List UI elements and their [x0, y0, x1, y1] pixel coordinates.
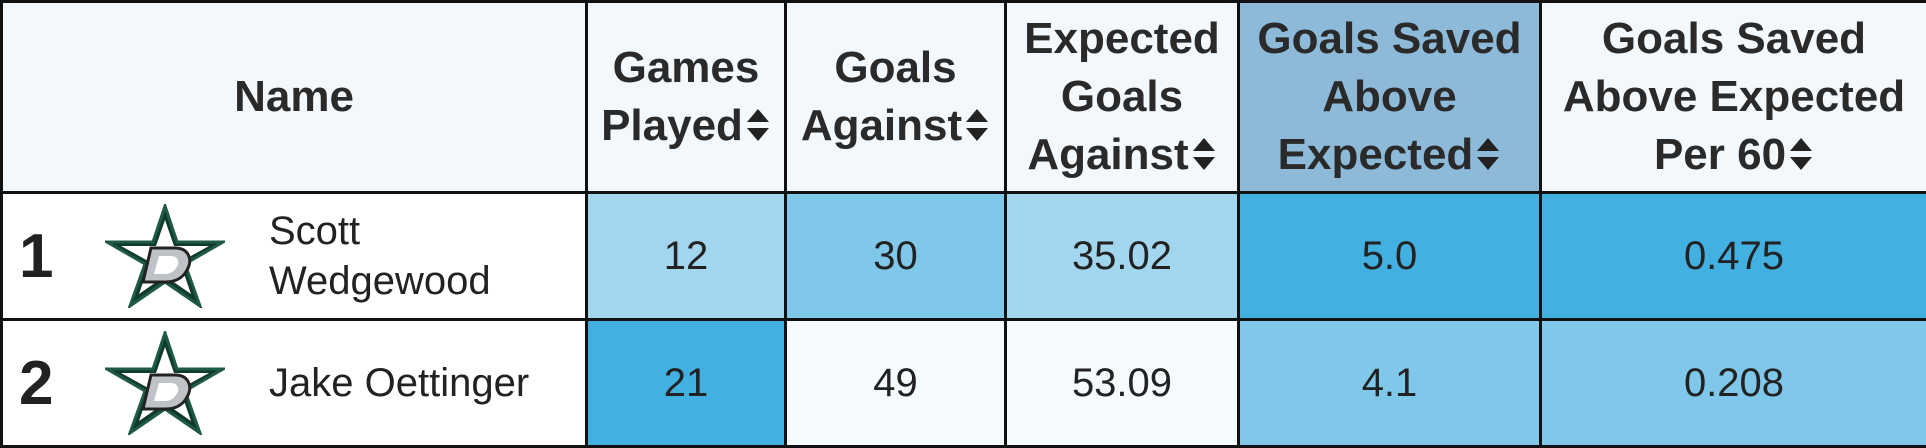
goals-against-cell: 30: [786, 193, 1006, 320]
expected-goals-against-cell: 53.09: [1006, 320, 1239, 447]
sort-icon[interactable]: [1788, 135, 1814, 173]
rank-number: 2: [3, 348, 83, 419]
games-played-cell: 12: [587, 193, 786, 320]
header-name[interactable]: Name: [2, 2, 587, 193]
header-goals-saved-above-expected[interactable]: Goals Saved Above Expected: [1239, 2, 1541, 193]
gsax-cell: 5.0: [1239, 193, 1541, 320]
header-games-played[interactable]: Games Played: [587, 2, 786, 193]
rank-number: 1: [3, 221, 83, 292]
header-row: Name Games Played Goals Against Expected…: [2, 2, 1926, 193]
table-row: 2 Jake Oettinger 21 49 53.09 4.1 0.208: [2, 320, 1926, 447]
games-played-cell: 21: [587, 320, 786, 447]
sort-icon[interactable]: [964, 106, 990, 144]
goals-against-cell: 49: [786, 320, 1006, 447]
dallas-stars-logo-icon: [105, 331, 225, 435]
player-cell: 2 Jake Oettinger: [2, 320, 587, 447]
player-name[interactable]: Jake Oettinger: [269, 358, 529, 408]
dallas-stars-logo-icon: [105, 204, 225, 308]
gsax-per-60-cell: 0.475: [1541, 193, 1926, 320]
expected-goals-against-cell: 35.02: [1006, 193, 1239, 320]
sort-icon[interactable]: [1475, 135, 1501, 173]
sort-icon[interactable]: [1191, 135, 1217, 173]
header-name-label: Name: [234, 72, 354, 121]
header-expected-goals-against[interactable]: Expected Goals Against: [1006, 2, 1239, 193]
sort-icon[interactable]: [745, 106, 771, 144]
header-gsax-per-60[interactable]: Goals Saved Above Expected Per 60: [1541, 2, 1926, 193]
gsax-per-60-cell: 0.208: [1541, 320, 1926, 447]
header-goals-against[interactable]: Goals Against: [786, 2, 1006, 193]
gsax-cell: 4.1: [1239, 320, 1541, 447]
